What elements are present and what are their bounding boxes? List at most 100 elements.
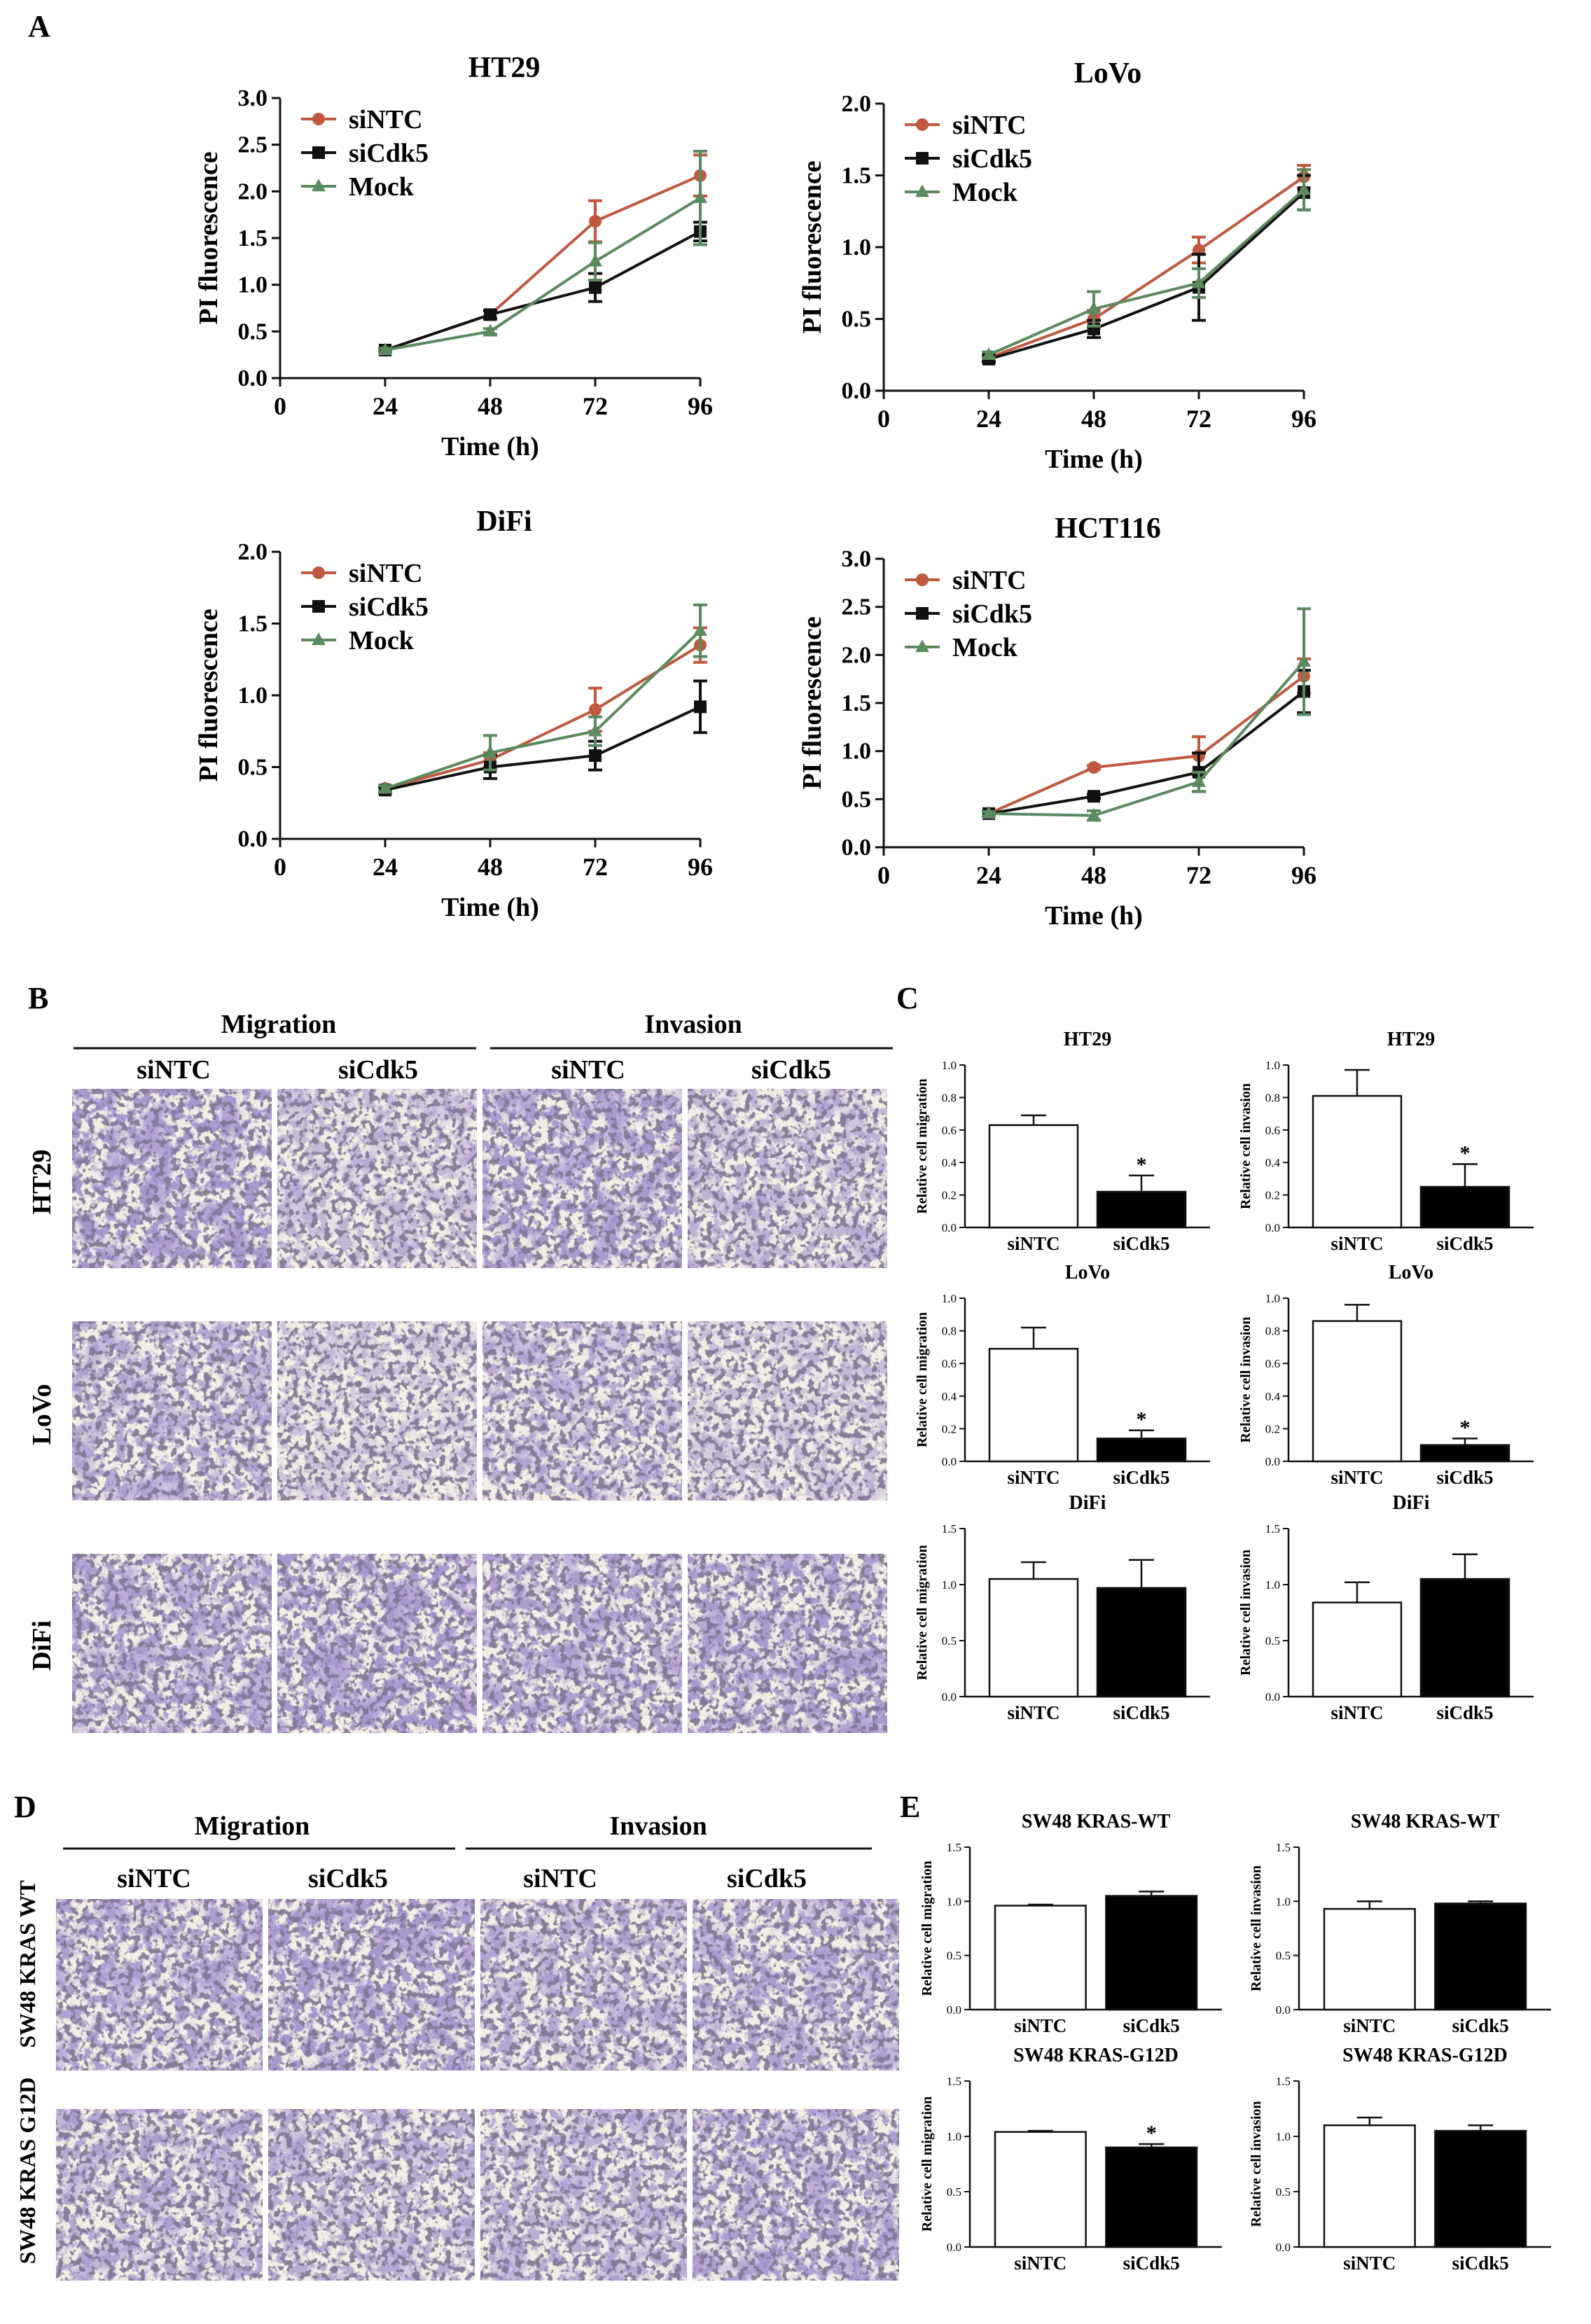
series-sicdk5: siCdk5: [301, 592, 707, 797]
col-label-sicdk5: siCdk5: [727, 1864, 807, 1893]
y-axis-label: Relative cell migration: [919, 2096, 935, 2232]
x-tick-label: 48: [1081, 405, 1106, 433]
legend-label: Mock: [952, 633, 1018, 662]
y-tick-label: 0.5: [1276, 2185, 1291, 2199]
y-axis-label: PI fluorescence: [798, 160, 827, 333]
y-tick-label: 0.4: [1265, 1390, 1281, 1403]
series-sicdk5: siCdk5: [905, 599, 1311, 820]
data-point: [915, 184, 929, 197]
y-tick-label: 0.6: [1265, 1124, 1280, 1137]
x-tick-label: 72: [1186, 861, 1211, 889]
y-tick-label: 1.0: [842, 235, 872, 260]
y-tick-label: 0.0: [942, 1221, 957, 1234]
y-tick-label: 0.0: [842, 835, 872, 861]
y-axis-label: Relative cell migration: [915, 1312, 930, 1447]
micrograph-pores: [688, 1089, 887, 1268]
data-point: [694, 700, 707, 714]
col-label-sicdk5: siCdk5: [308, 1864, 388, 1893]
data-point: [915, 639, 929, 653]
chart-title: LoVo: [1389, 1262, 1433, 1283]
x-tick-label: siNTC: [1343, 2253, 1396, 2274]
chart-title: SW48 KRAS-WT: [1022, 1811, 1171, 1832]
y-tick-label: 1.0: [1265, 1578, 1280, 1592]
series-line: [988, 188, 1305, 356]
y-tick-label: 1.0: [942, 1059, 957, 1072]
row-label-lovo: LoVo: [27, 1384, 57, 1445]
y-tick-label: 0.5: [942, 1634, 957, 1648]
micrograph-tile: [277, 1554, 477, 1733]
data-point: [982, 806, 996, 819]
y-tick-label: 0.6: [1265, 1357, 1280, 1370]
series-mock: Mock: [301, 150, 707, 356]
series-mock: Mock: [301, 603, 707, 794]
chart-title: DiFi: [1393, 1492, 1430, 1514]
bar-sintc: [1323, 2124, 1416, 2248]
micrograph-tile: [482, 1321, 682, 1501]
col-label-sintc: siNTC: [551, 1055, 625, 1085]
chart-c4: LoVo 0.0 0.2 0.4 0.6 0.8 1.0 Relative cell inva…: [1238, 1262, 1534, 1488]
data-point: [693, 622, 707, 636]
x-tick-label: 24: [373, 853, 398, 881]
x-tick-label: siNTC: [1007, 1233, 1059, 1254]
micrograph-tile: [688, 1089, 887, 1268]
data-point: [1087, 807, 1101, 821]
significance-mark: *: [1460, 1142, 1471, 1165]
y-axis-label: Relative cell migration: [915, 1545, 930, 1680]
x-tick-label: 96: [1291, 861, 1316, 889]
micrograph-pores: [277, 1554, 477, 1733]
col-label-sintc: siNTC: [523, 1864, 597, 1893]
micrograph-pores: [482, 1321, 682, 1501]
y-tick-label: 0.2: [942, 1189, 957, 1202]
chart-a2: LoVo 0.0 0.5 1.0 1.5 2.0 0 24 48 72 96 Time (h) PI f…: [798, 57, 1316, 474]
bar-sintc: [988, 1578, 1079, 1698]
series-line: [988, 191, 1305, 361]
significance-mark: *: [1137, 1408, 1147, 1431]
y-tick-label: 0.0: [1276, 2241, 1291, 2254]
y-tick-label: 2.5: [842, 594, 872, 620]
data-point: [483, 745, 497, 758]
y-tick-label: 1.0: [1265, 1292, 1280, 1305]
significance-mark: *: [1460, 1416, 1471, 1439]
x-tick-label: 0: [274, 853, 286, 881]
y-tick-label: 2.0: [238, 539, 268, 565]
y-tick-label: 1.5: [842, 163, 872, 189]
y-tick-label: 1.0: [238, 683, 268, 709]
y-tick-label: 0.8: [942, 1325, 957, 1338]
x-tick-label: siNTC: [1343, 2015, 1396, 2036]
micrograph-tile: [268, 2109, 475, 2281]
chart-title: SW48 KRAS-WT: [1351, 1811, 1500, 1832]
chart-e3: SW48 KRAS-G12D 0.0 0.5 1.0 1.5 Relative cell …: [919, 2045, 1222, 2274]
y-tick-label: 0.0: [947, 2241, 961, 2254]
y-tick-label: 2.0: [842, 642, 872, 668]
bar-sicdk5: [1434, 2129, 1527, 2248]
data-point: [589, 749, 602, 763]
legend-label: siCdk5: [952, 144, 1032, 174]
y-tick-label: 2.0: [238, 179, 268, 204]
y-tick-label: 0.5: [842, 307, 872, 333]
legend-label: siNTC: [952, 111, 1027, 140]
chart-title: HT29: [468, 52, 541, 84]
micrograph-pores: [482, 1554, 682, 1733]
micrograph-pores: [480, 2109, 687, 2281]
x-tick-label: siCdk5: [1113, 1702, 1169, 1723]
bar-sintc: [988, 1124, 1079, 1229]
x-tick-label: siNTC: [1331, 1467, 1383, 1488]
y-tick-label: 0.2: [942, 1422, 957, 1435]
significance-mark: *: [1137, 1153, 1147, 1176]
bar-sintc: [988, 1347, 1079, 1463]
y-tick-label: 0.5: [947, 2185, 961, 2199]
x-tick-label: 72: [583, 853, 608, 881]
panel-letter-b: B: [28, 981, 48, 1015]
data-point: [916, 152, 929, 165]
micrograph-pores: [56, 1899, 263, 2071]
y-tick-label: 2.5: [238, 132, 268, 158]
micrograph-tile: [56, 2109, 263, 2281]
y-tick-label: 0.5: [1265, 1634, 1280, 1648]
chart-title: LoVo: [1065, 1262, 1110, 1283]
x-axis-label: Time (h): [441, 432, 539, 461]
micrograph-tile: [56, 1899, 263, 2071]
bar-sintc: [1312, 1320, 1403, 1463]
data-point: [312, 146, 325, 159]
data-point: [588, 723, 602, 737]
